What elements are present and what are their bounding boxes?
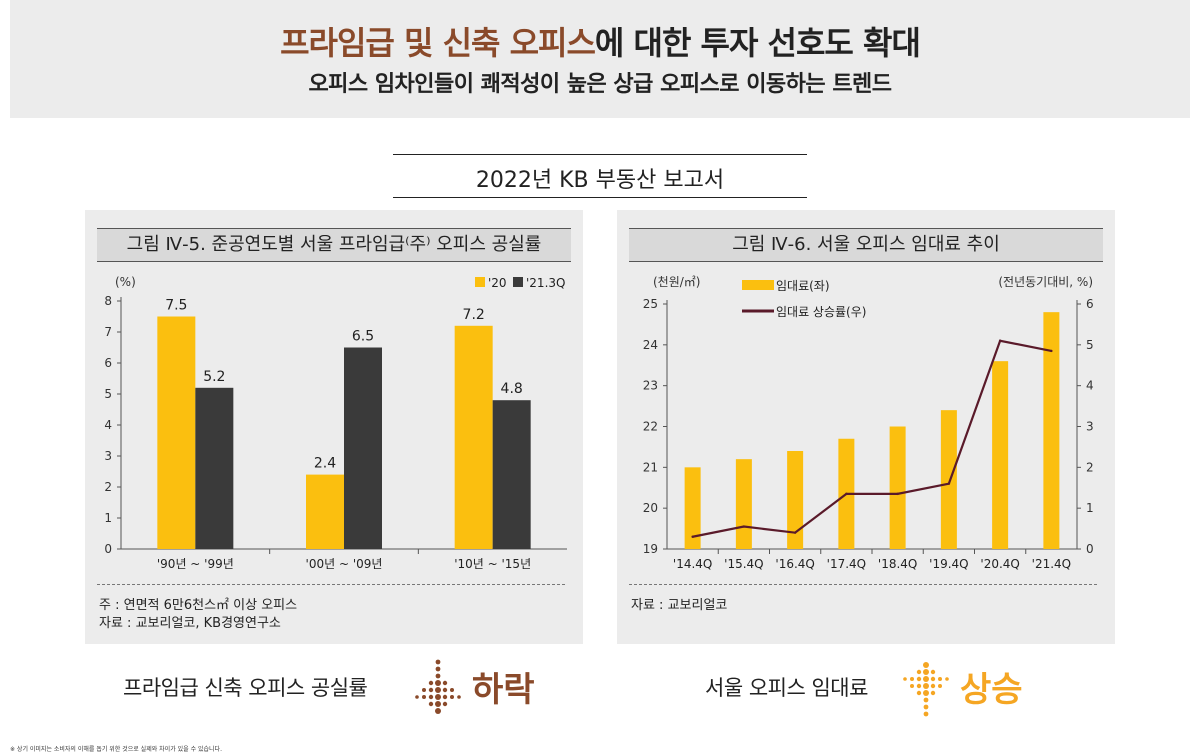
y-tick-label: 3: [104, 449, 112, 463]
left-tick-label: 22: [643, 420, 658, 434]
rent-bar: [735, 459, 752, 549]
right-axis-label: (전년동기대비, %): [998, 275, 1093, 289]
x-tick-label: '14.4Q: [673, 557, 712, 571]
left-tick-label: 19: [643, 542, 658, 556]
title-highlight: 프라임급 및 신축 오피스: [280, 24, 596, 62]
rent-growth-point: [793, 531, 797, 534]
x-tick-label: '18.4Q: [878, 557, 917, 571]
left-axis-label: (천원/㎡): [653, 274, 701, 289]
arrow-up-icon: [903, 662, 949, 717]
arrow-down-icon: [415, 659, 461, 714]
right-tick-label: 5: [1086, 338, 1094, 352]
note-area: 주 : 연면적 6만6천스㎡ 이상 오피스: [99, 598, 298, 613]
right-tick-label: 4: [1086, 379, 1094, 393]
y-tick-label: 0: [104, 542, 112, 556]
legend-swatch: [475, 277, 485, 287]
x-tick-label: '00년 ~ '09년: [306, 557, 383, 571]
y-tick-label: 1: [104, 511, 112, 525]
bar-2021q3: [492, 400, 531, 549]
y-tick-label: 5: [104, 387, 112, 401]
bar-value-label: 4.8: [501, 381, 523, 397]
divider: [97, 584, 565, 585]
report-bottom-rule: [393, 197, 807, 198]
bar-value-label: 2.4: [314, 456, 336, 472]
x-tick-label: '20.4Q: [980, 557, 1019, 571]
legend-label-bar: 임대료(좌): [776, 279, 830, 293]
rent-growth-point: [845, 492, 848, 496]
hero-banner: 프라임급 및 신축 오피스에 대한 투자 선호도 확대 오피스 임차인들이 쾌적…: [10, 0, 1190, 118]
left-tick-label: 20: [643, 501, 658, 515]
report-top-rule: [393, 154, 807, 155]
rent-bar: [1043, 312, 1060, 549]
x-tick-label: '19.4Q: [929, 557, 968, 571]
bar-2020: [454, 325, 493, 549]
right-tick-label: 6: [1086, 297, 1094, 311]
page-title: 프라임급 및 신축 오피스에 대한 투자 선호도 확대: [10, 18, 1190, 64]
rent-bar: [787, 451, 804, 549]
rent-caption: 서울 오피스 임대료: [705, 676, 868, 700]
title-rest: 에 대한 투자 선호도 확대: [594, 24, 921, 62]
bar-2020: [157, 316, 196, 549]
x-tick-label: '10년 ~ '15년: [454, 557, 531, 571]
vacancy-chart-panel: 그림 Ⅳ-5. 준공연도별 서울 프라임급⁽주⁾ 오피스 공실률 (%) 0 1 2 3…: [85, 210, 583, 644]
rent-growth-point: [742, 525, 746, 528]
left-tick-label: 23: [643, 379, 658, 393]
left-tick-label: 24: [643, 338, 658, 352]
rent-growth-point: [896, 492, 899, 496]
trend-down-word: 하락: [472, 670, 535, 710]
y-tick-label: 4: [104, 418, 112, 432]
legend-label-line: 임대료 상승률(우): [776, 305, 866, 319]
legend-label: '21.3Q: [526, 276, 565, 290]
rent-growth-point: [998, 339, 1002, 342]
bar-2020: [306, 474, 344, 549]
note-source: 자료 : 교보리얼코: [631, 598, 728, 613]
right-tick-label: 2: [1086, 460, 1094, 474]
y-axis-label: (%): [115, 275, 136, 289]
rent-bar: [940, 410, 957, 549]
report-title: 2022년 KB 부동산 보고서: [475, 168, 725, 193]
rent-bar: [992, 361, 1009, 549]
x-tick-label: '15.4Q: [724, 557, 763, 571]
x-tick-label: '16.4Q: [775, 557, 814, 571]
rent-chart-panel: 그림 Ⅳ-6. 서울 오피스 임대료 추이 (천원/㎡) (전년동기대비, %) 1…: [617, 210, 1115, 644]
y-tick-label: 8: [104, 294, 112, 308]
bar-2021q3: [344, 347, 382, 549]
trend-up-word: 상승: [960, 670, 1023, 710]
vacancy-chart: (%) 0 1 2 3 4 5 6 7 8 7.5 5.2 '90년 ~ '99년 2.4 6.5 '00년 …: [104, 275, 567, 571]
vacancy-chart-title: 그림 Ⅳ-5. 준공연도별 서울 프라임급⁽주⁾ 오피스 공실률: [97, 228, 571, 262]
rent-bar: [684, 467, 701, 549]
x-tick-label: '17.4Q: [827, 557, 866, 571]
rent-growth-point: [1050, 349, 1053, 353]
legend-swatch-bar: [742, 280, 774, 290]
rent-growth-point: [947, 482, 951, 485]
footnote: ※ 상기 이미지는 소비자의 이해를 돕기 위한 것으로 실제와 차이가 있을 …: [10, 746, 222, 753]
right-tick-label: 1: [1086, 501, 1094, 515]
right-tick-label: 0: [1086, 542, 1094, 556]
rent-bar: [889, 426, 906, 549]
vacancy-caption: 프라임급 신축 오피스 공실률: [123, 676, 368, 700]
y-tick-label: 7: [104, 325, 112, 339]
page-subtitle: 오피스 임차인들이 쾌적성이 높은 상급 오피스로 이동하는 트렌드: [308, 72, 892, 97]
rent-chart: (천원/㎡) (전년동기대비, %)192021222324250123456'1…: [643, 274, 1094, 571]
note-source: 자료 : 교보리얼코, KB경영연구소: [99, 616, 281, 631]
legend-swatch: [513, 277, 523, 287]
left-tick-label: 25: [643, 297, 658, 311]
rent-growth-line: [692, 339, 1052, 538]
x-tick-label: '21.4Q: [1032, 557, 1071, 571]
bar-value-label: 5.2: [203, 369, 225, 385]
x-tick-label: '90년 ~ '99년: [157, 557, 234, 571]
y-tick-label: 2: [104, 480, 112, 494]
legend-label: '20: [488, 276, 507, 290]
y-tick-label: 6: [104, 356, 112, 370]
rent-chart-title: 그림 Ⅳ-6. 서울 오피스 임대료 추이: [629, 228, 1103, 262]
bar-value-label: 7.5: [165, 298, 187, 314]
rent-growth-point: [691, 535, 694, 538]
bar-value-label: 7.2: [463, 307, 485, 323]
left-tick-label: 21: [643, 460, 658, 474]
bar-2021q3: [195, 387, 234, 549]
divider: [629, 584, 1097, 585]
bar-value-label: 6.5: [352, 329, 374, 345]
right-tick-label: 3: [1086, 420, 1094, 434]
